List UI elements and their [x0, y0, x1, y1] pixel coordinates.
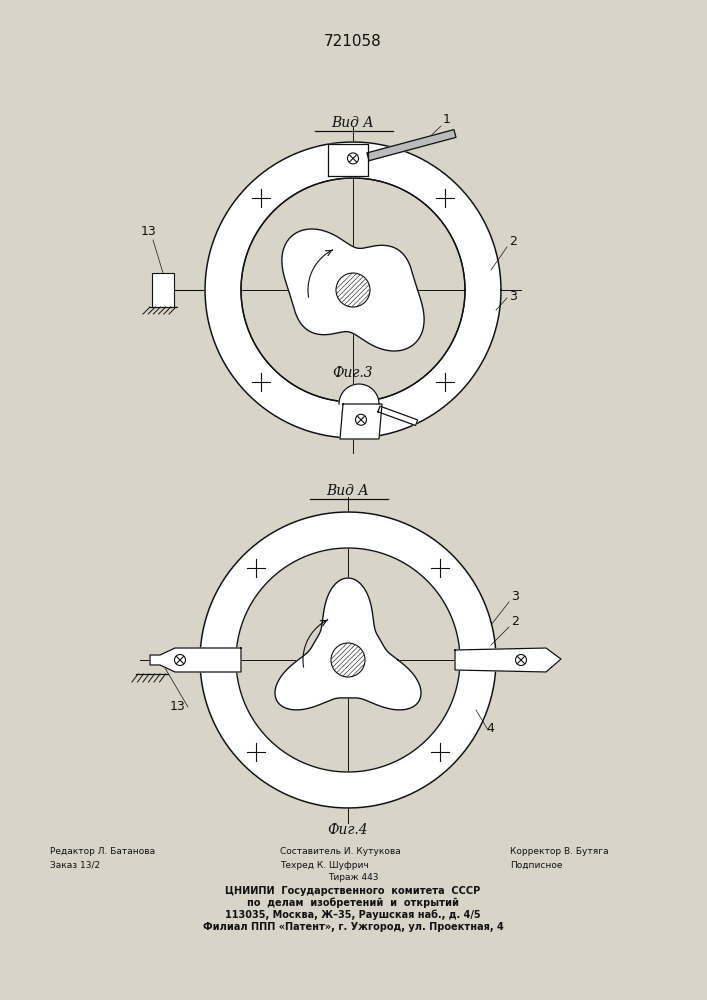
- Text: 4: 4: [486, 722, 494, 735]
- Text: Фиг.4: Фиг.4: [327, 823, 368, 837]
- Text: Фиг.3: Фиг.3: [333, 366, 373, 380]
- Text: Вид А: Вид А: [332, 116, 375, 130]
- Text: 3: 3: [509, 290, 517, 303]
- Circle shape: [331, 643, 365, 677]
- Text: Вид А: Вид А: [327, 484, 369, 498]
- Text: 13: 13: [141, 225, 157, 238]
- Text: Тираж 443: Тираж 443: [328, 874, 378, 882]
- Circle shape: [515, 654, 527, 666]
- Text: 2: 2: [509, 235, 517, 248]
- Bar: [152, 273, 174, 307]
- Text: Заказ 13/2: Заказ 13/2: [50, 860, 100, 869]
- Polygon shape: [455, 648, 561, 672]
- Polygon shape: [282, 229, 424, 351]
- Text: 3: 3: [511, 590, 519, 603]
- Circle shape: [175, 654, 185, 666]
- Text: по  делам  изобретений  и  открытий: по делам изобретений и открытий: [247, 898, 459, 908]
- Text: 721058: 721058: [324, 34, 382, 49]
- Text: Редактор Л. Батанова: Редактор Л. Батанова: [50, 848, 155, 856]
- Text: 2: 2: [511, 615, 519, 628]
- Text: ЦНИИПИ  Государственного  комитета  СССР: ЦНИИПИ Государственного комитета СССР: [226, 886, 481, 896]
- Text: 113035, Москва, Ж–35, Раушская наб., д. 4/5: 113035, Москва, Ж–35, Раушская наб., д. …: [226, 910, 481, 920]
- Polygon shape: [205, 142, 501, 438]
- Text: Техред К. Шуфрич: Техред К. Шуфрич: [280, 860, 368, 869]
- Polygon shape: [200, 512, 496, 808]
- Text: Составитель И. Кутукова: Составитель И. Кутукова: [280, 848, 401, 856]
- Text: Подписное: Подписное: [510, 860, 563, 869]
- Text: 1: 1: [443, 113, 451, 126]
- Text: 13: 13: [169, 700, 185, 713]
- Text: Корректор В. Бутяга: Корректор В. Бутяга: [510, 848, 609, 856]
- Text: Филиал ППП «Патент», г. Ужгород, ул. Проектная, 4: Филиал ППП «Патент», г. Ужгород, ул. Про…: [203, 922, 503, 932]
- Polygon shape: [367, 130, 456, 161]
- Polygon shape: [150, 648, 241, 672]
- Polygon shape: [339, 384, 379, 404]
- Text: 1: 1: [518, 658, 526, 671]
- Circle shape: [348, 153, 358, 164]
- Circle shape: [356, 414, 366, 425]
- Circle shape: [336, 273, 370, 307]
- Polygon shape: [275, 578, 421, 710]
- Polygon shape: [378, 406, 418, 425]
- Polygon shape: [340, 404, 382, 439]
- Polygon shape: [328, 144, 368, 176]
